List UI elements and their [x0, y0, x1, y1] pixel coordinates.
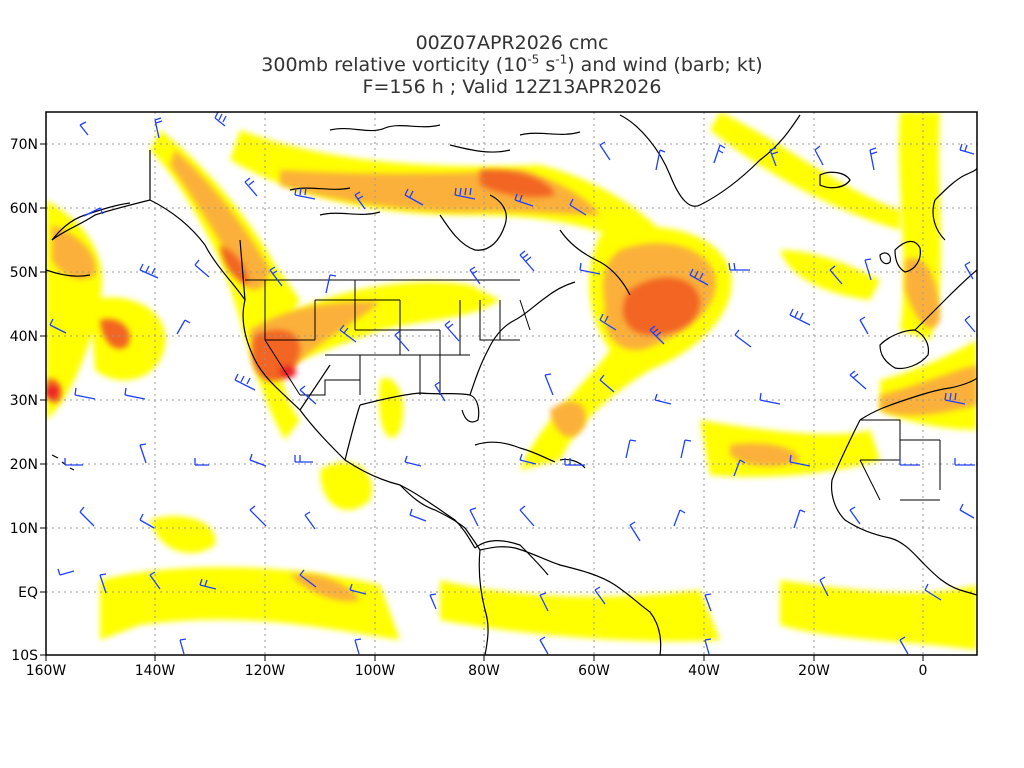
- lat-label-30n: 30N: [10, 393, 38, 409]
- lat-label-20n: 20N: [10, 457, 38, 473]
- lon-label-40w: 40W: [688, 663, 720, 679]
- vorticity-shading: [46, 112, 977, 650]
- map-title: 00Z07APR2026 cmc 300mb relative vorticit…: [0, 32, 1024, 98]
- lat-label-eq: EQ: [18, 585, 38, 601]
- lon-label-60w: 60W: [578, 663, 610, 679]
- lon-label-100w: 100W: [355, 663, 396, 679]
- lon-label-120w: 120W: [245, 663, 286, 679]
- lon-label-160w: 160W: [26, 663, 67, 679]
- wind-barbs: [49, 112, 976, 655]
- plot-frame: [45, 111, 978, 656]
- latitude-labels: 70N 60N 50N 40N 30N 20N 10N EQ 10S: [10, 137, 38, 664]
- lat-label-70n: 70N: [10, 137, 38, 153]
- lat-label-50n: 50N: [10, 265, 38, 281]
- lat-label-40n: 40N: [10, 329, 38, 345]
- title-valid: F=156 h ; Valid 12Z13APR2026: [362, 76, 662, 98]
- lon-label-140w: 140W: [135, 663, 176, 679]
- lat-label-60n: 60N: [10, 201, 38, 217]
- lat-label-10s: 10S: [11, 648, 38, 664]
- lon-label-80w: 80W: [468, 663, 500, 679]
- lon-label-0: 0: [919, 663, 928, 679]
- longitude-labels: 160W 140W 120W 100W 80W 60W 40W 20W 0: [26, 663, 928, 679]
- lon-label-20w: 20W: [798, 663, 830, 679]
- title-run: 00Z07APR2026 cmc: [415, 32, 609, 54]
- lat-label-10n: 10N: [10, 521, 38, 537]
- political-borders: [149, 150, 941, 501]
- axis-ticks: [40, 143, 924, 661]
- title-field: 300mb relative vorticity (10-5 s-1) and …: [261, 52, 763, 76]
